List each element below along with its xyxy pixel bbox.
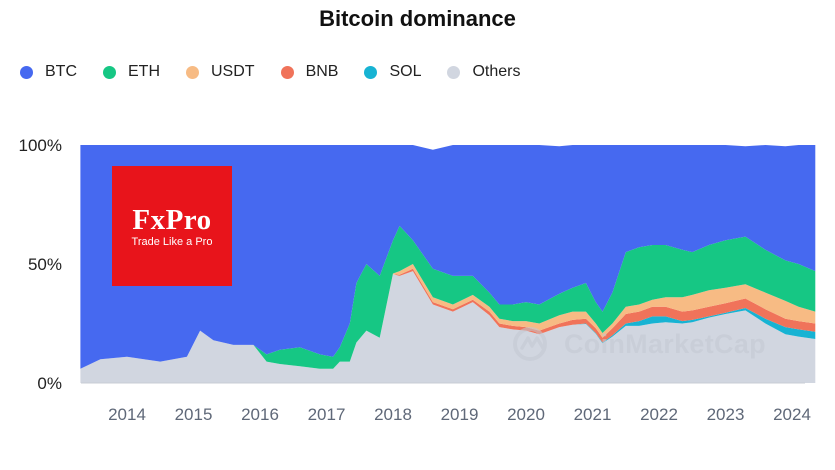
legend-item-bnb[interactable]: BNB [280, 63, 339, 81]
x-tick-label: 2014 [108, 405, 146, 424]
legend-label: BTC [45, 63, 77, 80]
watermark-text: CoinMarketCap [564, 328, 766, 359]
legend-dot [364, 65, 378, 79]
legend-dot [20, 65, 33, 79]
logo-tagline: Trade Like a Pro [131, 236, 213, 248]
legend-dot [447, 65, 461, 79]
x-tick-label: 2024 [773, 405, 811, 424]
legend: BTC ETH USDT BNB SOL Others [20, 63, 547, 81]
legend-item-eth[interactable]: ETH [103, 63, 160, 81]
legend-item-usdt[interactable]: USDT [186, 63, 255, 81]
x-tick-label: 2022 [640, 405, 678, 424]
x-tick-label: 2021 [574, 405, 612, 424]
legend-dot [280, 65, 294, 79]
legend-label: Others [472, 63, 521, 80]
x-tick-label: 2020 [507, 405, 545, 424]
x-tick-label: 2018 [374, 405, 412, 424]
legend-label: SOL [389, 63, 422, 80]
y-tick-label: 0% [37, 374, 62, 393]
legend-item-sol[interactable]: SOL [364, 63, 421, 81]
x-tick-label: 2023 [707, 405, 745, 424]
x-tick-label: 2019 [441, 405, 479, 424]
area-others [80, 271, 816, 383]
x-tick-label: 2015 [175, 405, 213, 424]
area-sol [80, 271, 816, 369]
x-tick-label: 2016 [241, 405, 279, 424]
legend-dot [186, 65, 199, 79]
legend-item-btc[interactable]: BTC [20, 63, 77, 81]
watermark: CoinMarketCap [512, 326, 766, 362]
legend-label: USDT [211, 63, 255, 80]
legend-label: BNB [305, 63, 339, 80]
coinmarketcap-icon [513, 327, 547, 361]
area-btc [80, 145, 816, 369]
x-tick-label: 2017 [308, 405, 346, 424]
legend-label: ETH [128, 63, 160, 80]
chart-title: Bitcoin dominance [319, 6, 516, 31]
legend-item-others[interactable]: Others [447, 63, 521, 81]
fxpro-logo: FxPro Trade Like a Pro [112, 166, 232, 286]
legend-dot [103, 65, 116, 79]
y-tick-label: 100% [19, 136, 62, 155]
y-tick-label: 50% [28, 255, 62, 274]
logo-brand: FxPro [132, 204, 212, 236]
area-eth [80, 225, 816, 369]
